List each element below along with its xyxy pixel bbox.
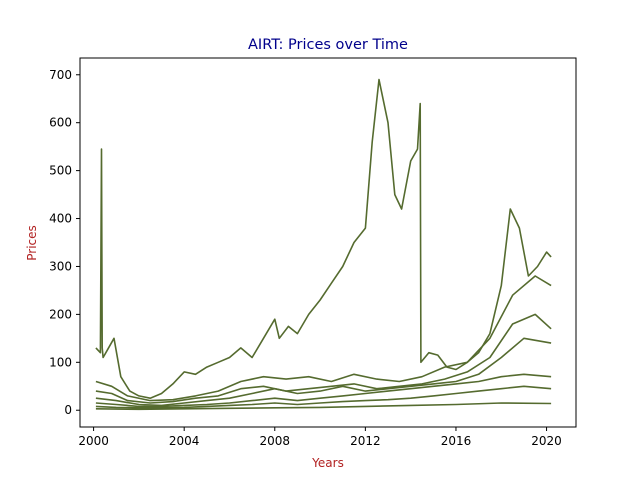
series-line-4 — [95, 337, 552, 407]
x-axis-label: Years — [311, 456, 344, 470]
y-tick-label: 300 — [49, 259, 72, 273]
series-line-2 — [95, 275, 552, 402]
series-line-3 — [95, 313, 552, 404]
y-tick-label: 400 — [49, 212, 72, 226]
x-tick-label: 2012 — [350, 434, 381, 448]
y-tick-label: 500 — [49, 164, 72, 178]
series-line-6 — [95, 385, 552, 409]
y-axis: 0 100 200 300 400 500 600 700 — [49, 68, 80, 417]
x-tick-label: 2008 — [260, 434, 291, 448]
x-tick-label: 2016 — [441, 434, 472, 448]
series-line-1 — [95, 78, 552, 400]
y-tick-label: 200 — [49, 307, 72, 321]
y-tick-label: 0 — [64, 403, 72, 417]
chart-title: AIRT: Prices over Time — [248, 37, 408, 53]
series-layer — [95, 78, 552, 411]
x-tick-label: 2004 — [169, 434, 200, 448]
x-tick-label: 2020 — [531, 434, 562, 448]
x-tick-label: 2000 — [78, 434, 109, 448]
x-axis: 2000 2004 2008 2012 2016 2020 — [78, 427, 562, 448]
series-line-5 — [95, 373, 552, 408]
series-line-7 — [95, 402, 552, 411]
y-tick-label: 100 — [49, 355, 72, 369]
y-axis-label: Prices — [25, 225, 39, 261]
plot-frame — [79, 57, 577, 428]
y-tick-label: 600 — [49, 116, 72, 130]
y-tick-label: 700 — [49, 68, 72, 82]
